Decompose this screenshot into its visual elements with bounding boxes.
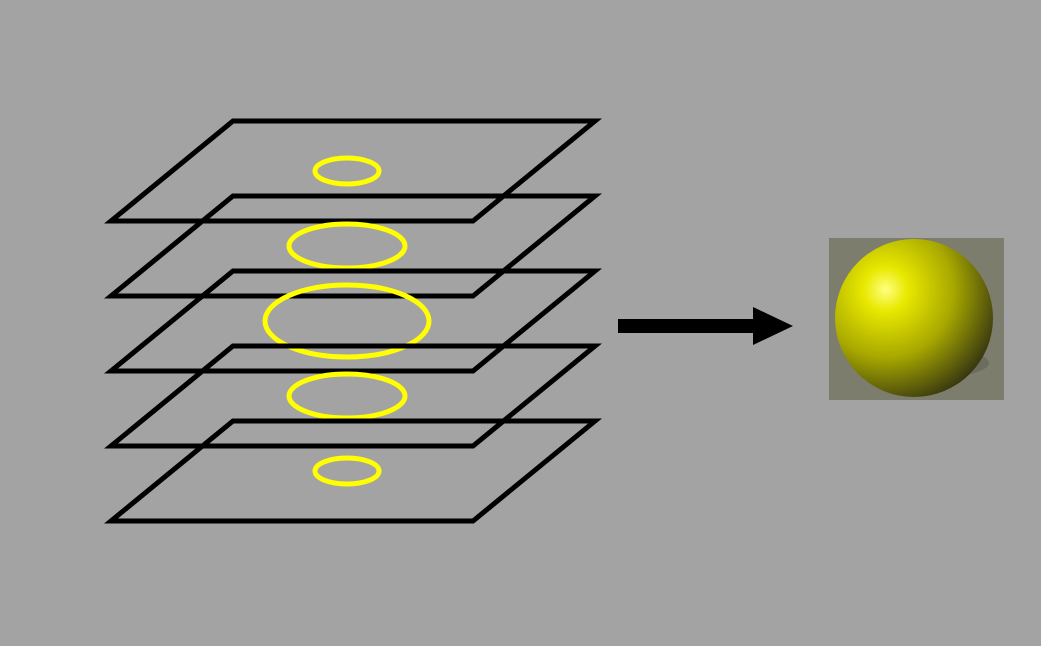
- slice-plane: [104, 418, 602, 524]
- slice-stack: [104, 118, 602, 524]
- rendered-sphere: [829, 238, 1004, 400]
- slice-3: [104, 268, 602, 374]
- slice-2: [104, 193, 602, 299]
- slice-plane: [104, 268, 602, 374]
- slice-contour: [286, 221, 408, 271]
- slice-contour: [312, 155, 382, 187]
- sphere: [835, 239, 993, 397]
- slice-plane: [104, 193, 602, 299]
- slice-contour: [312, 455, 382, 487]
- slice-1: [104, 118, 602, 224]
- slice-contour: [262, 282, 432, 360]
- slice-plane: [104, 118, 602, 224]
- arrow-icon: [618, 307, 793, 345]
- slice-contour: [286, 371, 408, 421]
- slice-plane: [104, 343, 602, 449]
- slice-5: [104, 418, 602, 524]
- slice-4: [104, 343, 602, 449]
